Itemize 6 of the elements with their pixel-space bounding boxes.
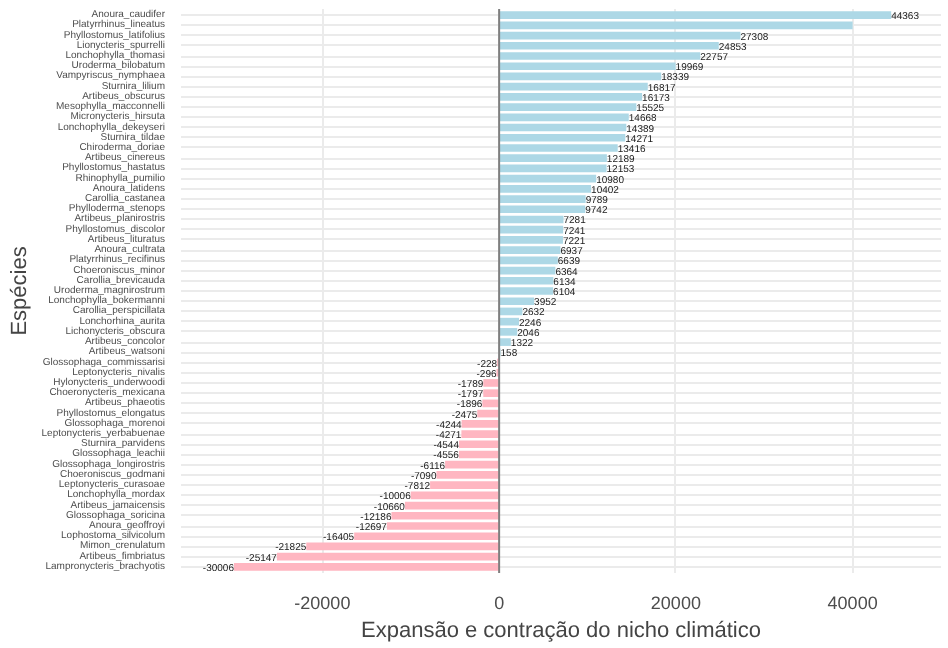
x-tick-label: -20000	[294, 593, 351, 613]
x-axis-title: Expansão e contração do nicho climático	[361, 619, 761, 643]
x-tick-label: 0	[494, 593, 505, 613]
y-axis-title: Espécies	[7, 245, 32, 336]
x-tick-label: 40000	[827, 593, 878, 613]
x-tick-label: 20000	[650, 593, 701, 613]
